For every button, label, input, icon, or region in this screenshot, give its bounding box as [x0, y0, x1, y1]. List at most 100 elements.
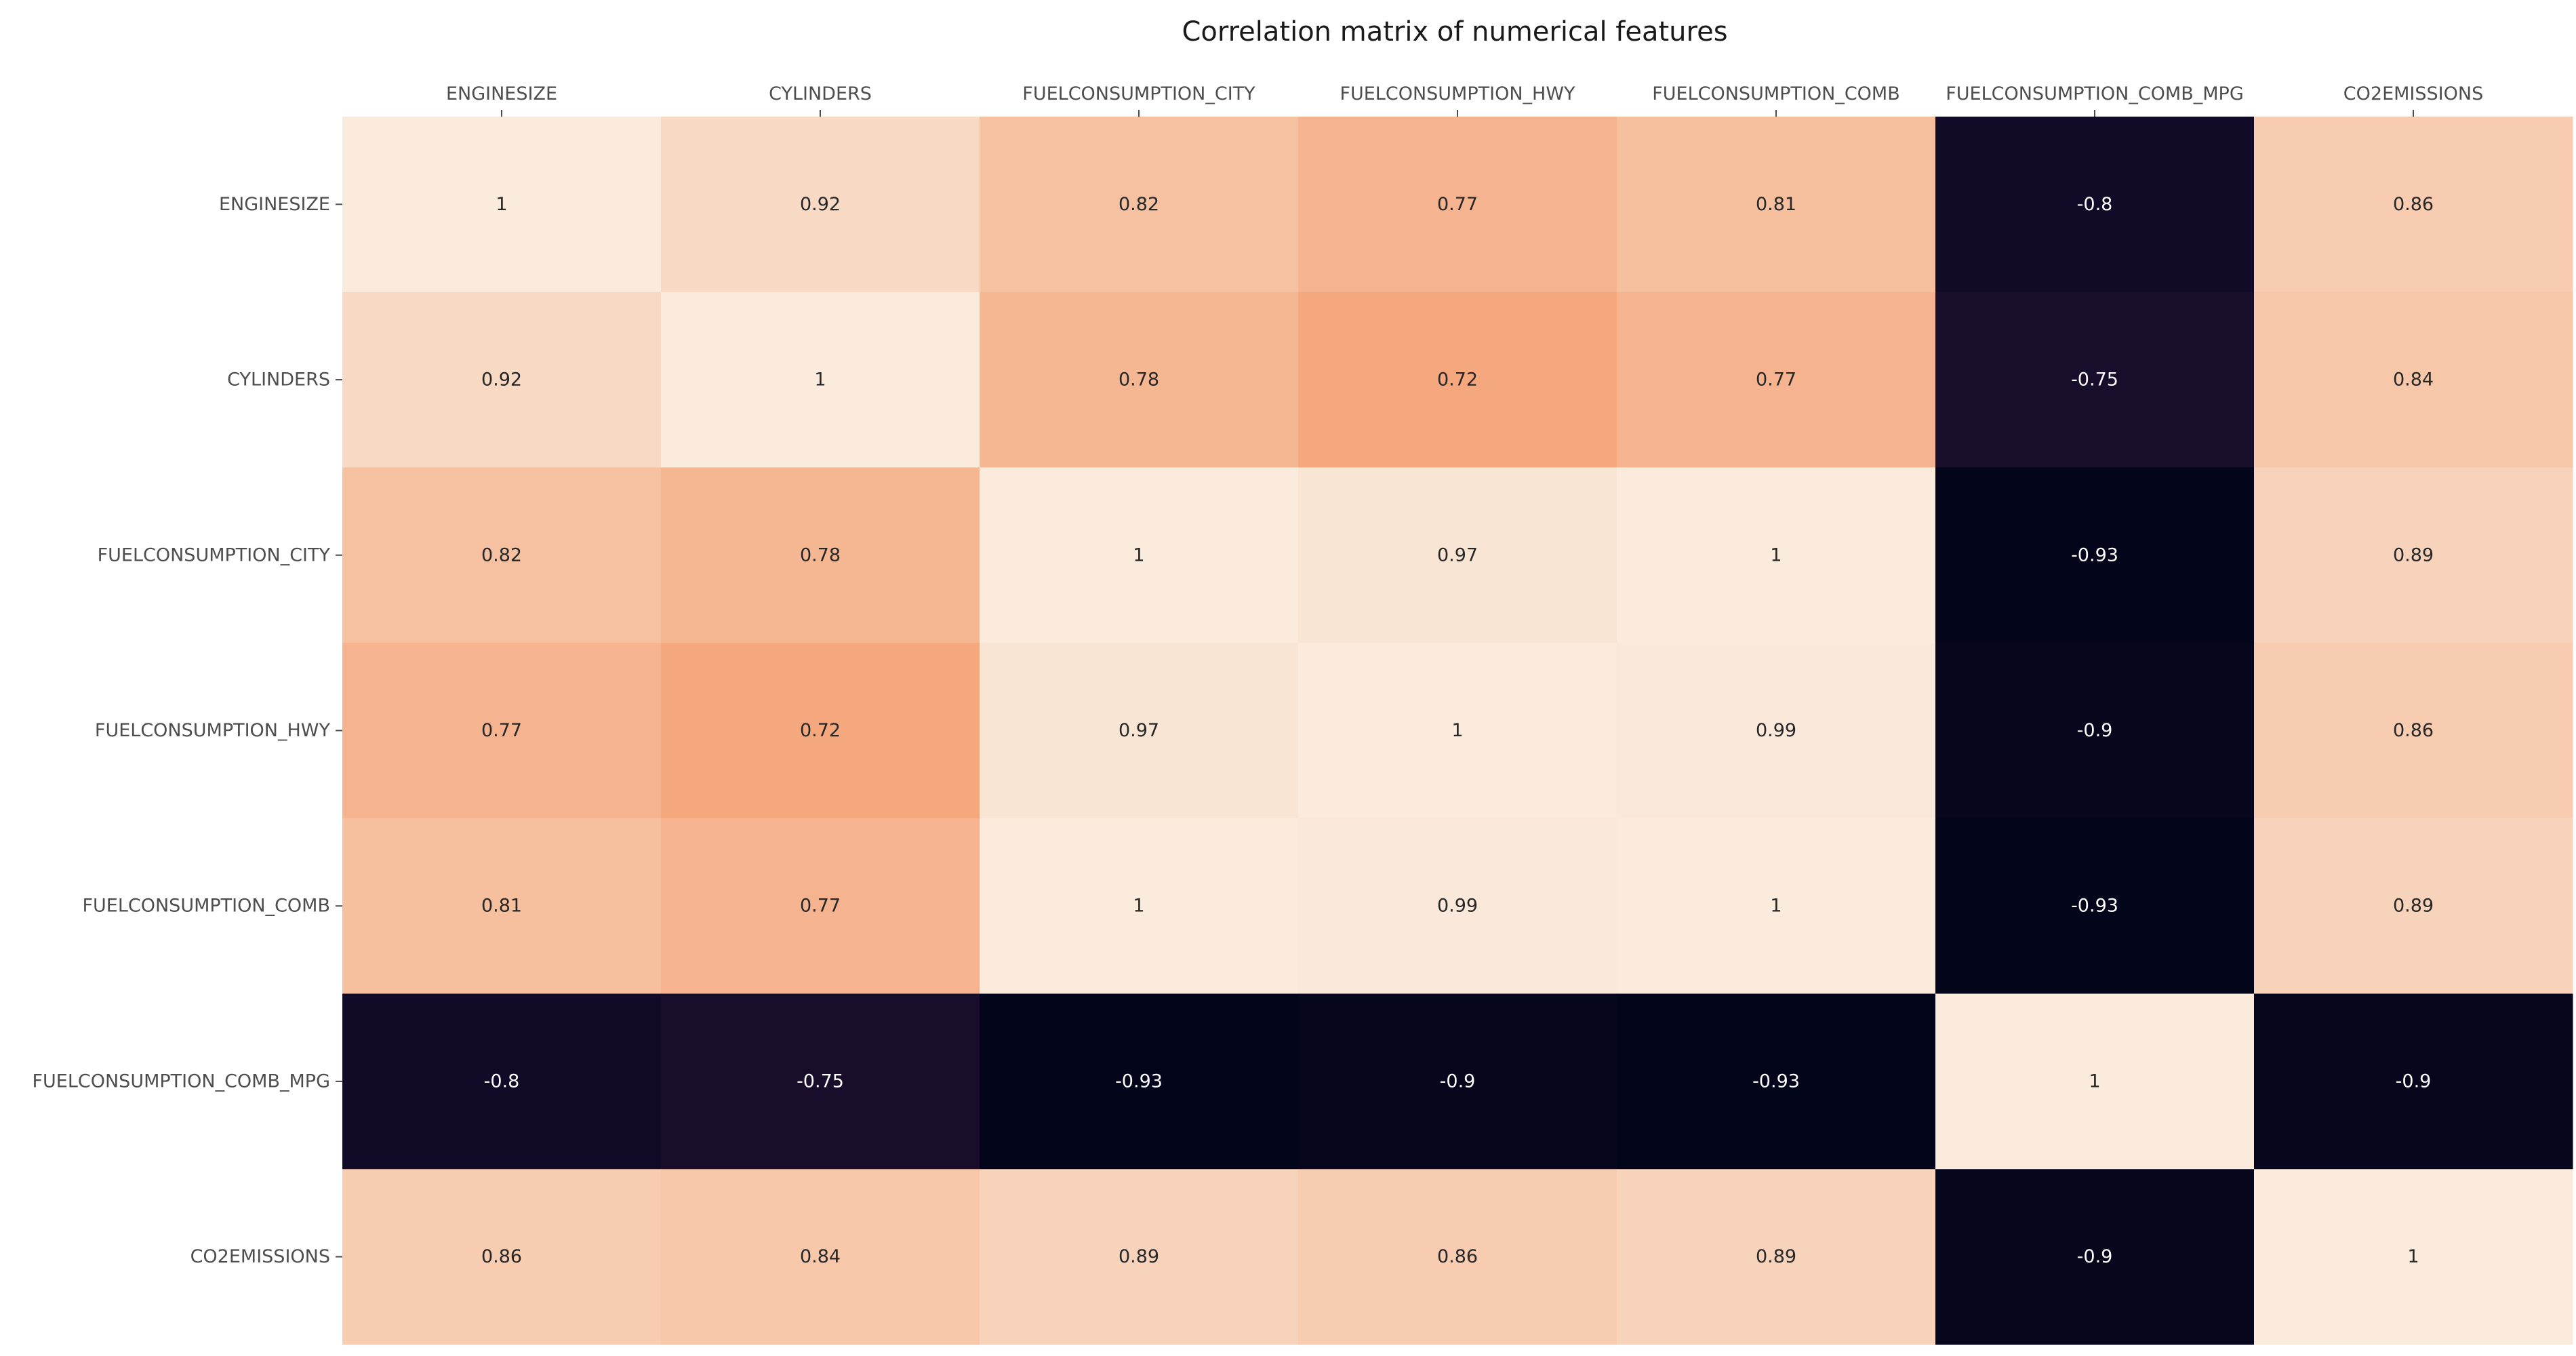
cell-value-label-r5-c4: -0.93: [1752, 1071, 1800, 1092]
cell-value-label-r6-c5: -0.9: [2077, 1246, 2113, 1267]
heatmap-cell-r3-c6: [2254, 643, 2573, 819]
cell-value-label-r4-c5: -0.93: [2071, 896, 2118, 917]
x-tick-label-cylinders: CYLINDERS: [769, 83, 872, 104]
cell-value-label-r2-c4: 1: [1770, 544, 1782, 565]
x-tick-label-fuelconsumption-hwy: FUELCONSUMPTION_HWY: [1340, 83, 1575, 104]
heatmap-cell-r6-c1: [661, 1169, 980, 1345]
heatmap-cell-r5-c5: [1935, 993, 2255, 1170]
cell-value-label-r0-c0: 1: [496, 194, 507, 215]
cell-value-label-r6-c6: 1: [2407, 1246, 2419, 1267]
heatmap-cell-r5-c1: [661, 993, 980, 1170]
heatmap-cell-r0-c6: [2254, 117, 2573, 293]
heatmap-cell-r1-c4: [1617, 292, 1936, 468]
heatmap-cell-r2-c1: [661, 467, 980, 643]
x-tick-label-fuelconsumption-comb: FUELCONSUMPTION_COMB: [1652, 83, 1900, 104]
y-tick-label-cylinders: CYLINDERS: [227, 370, 330, 391]
heatmap-cell-r3-c1: [661, 643, 980, 819]
heatmap-cell-r3-c0: [342, 643, 662, 819]
cell-value-label-r6-c4: 0.89: [1756, 1246, 1796, 1267]
cell-value-label-r6-c0: 0.86: [481, 1246, 522, 1267]
heatmap-cell-r0-c0: [342, 117, 662, 293]
heatmap-cell-r1-c1: [661, 292, 980, 468]
heatmap-cell-r1-c6: [2254, 292, 2573, 468]
cell-value-label-r3-c5: -0.9: [2077, 720, 2113, 741]
cell-value-label-r2-c2: 1: [1133, 544, 1144, 565]
cell-value-label-r3-c6: 0.86: [2393, 720, 2434, 741]
heatmap-cell-r6-c5: [1935, 1169, 2255, 1345]
cell-value-label-r5-c5: 1: [2089, 1071, 2100, 1092]
heatmap-cell-r4-c6: [2254, 818, 2573, 995]
cell-value-label-r4-c6: 0.89: [2393, 896, 2434, 917]
y-tick-label-co2emissions: CO2EMISSIONS: [190, 1246, 330, 1267]
y-tick-label-enginesize: ENGINESIZE: [219, 194, 330, 215]
heatmap-cell-r3-c3: [1298, 643, 1617, 819]
heatmap-cell-r5-c6: [2254, 993, 2573, 1170]
heatmap-cell-r2-c5: [1935, 467, 2255, 643]
heatmap-cell-r6-c6: [2254, 1169, 2573, 1345]
cell-value-label-r3-c0: 0.77: [481, 720, 522, 741]
cell-value-label-r0-c4: 0.81: [1756, 194, 1796, 215]
heatmap-cell-r0-c2: [980, 117, 1299, 293]
cell-value-label-r4-c2: 1: [1133, 896, 1144, 917]
heatmap-cell-r1-c0: [342, 292, 662, 468]
heatmap-cell-r4-c1: [661, 818, 980, 995]
heatmap-cell-r3-c5: [1935, 643, 2255, 819]
heatmap-cell-r4-c2: [980, 818, 1299, 995]
cell-value-label-r6-c1: 0.84: [800, 1246, 841, 1267]
cell-value-label-r4-c3: 0.99: [1437, 896, 1478, 917]
heatmap-cell-r6-c0: [342, 1169, 662, 1345]
cell-value-label-r5-c6: -0.9: [2396, 1071, 2432, 1092]
cell-value-label-r5-c1: -0.75: [797, 1071, 844, 1092]
heatmap-cell-r2-c6: [2254, 467, 2573, 643]
cell-value-label-r6-c2: 0.89: [1119, 1246, 1159, 1267]
y-tick-label-fuelconsumption-city: FUELCONSUMPTION_CITY: [98, 544, 331, 565]
cell-value-label-r6-c3: 0.86: [1437, 1246, 1478, 1267]
heatmap-cell-r6-c3: [1298, 1169, 1617, 1345]
cell-value-label-r1-c4: 0.77: [1756, 370, 1796, 391]
heatmap-cell-r2-c3: [1298, 467, 1617, 643]
cell-value-label-r3-c2: 0.97: [1119, 720, 1159, 741]
heatmap-cell-r4-c5: [1935, 818, 2255, 995]
cell-value-label-r2-c0: 0.82: [481, 544, 522, 565]
heatmap-cell-r5-c4: [1617, 993, 1936, 1170]
heatmap-cells: 1 0.92 0.82 0.77 0.81 -0.8 0.86 0.92 1 0.78 0.72 0.…: [342, 117, 2573, 1345]
y-tick-label-fuelconsumption-comb: FUELCONSUMPTION_COMB: [82, 896, 330, 917]
heatmap-cell-r6-c2: [980, 1169, 1299, 1345]
cell-value-label-r2-c5: -0.93: [2071, 544, 2118, 565]
heatmap-cell-r0-c4: [1617, 117, 1936, 293]
heatmap-cell-r5-c3: [1298, 993, 1617, 1170]
cell-value-label-r1-c3: 0.72: [1437, 370, 1478, 391]
cell-value-label-r0-c1: 0.92: [800, 194, 841, 215]
cell-value-label-r4-c4: 1: [1770, 896, 1782, 917]
heatmap-cell-r2-c2: [980, 467, 1299, 643]
cell-value-label-r0-c2: 0.82: [1119, 194, 1159, 215]
x-tick-label-fuelconsumption-city: FUELCONSUMPTION_CITY: [1022, 83, 1255, 104]
x-tick-label-fuelconsumption-comb-mpg: FUELCONSUMPTION_COMB_MPG: [1946, 83, 2244, 104]
cell-value-label-r2-c6: 0.89: [2393, 544, 2434, 565]
cell-value-label-r1-c2: 0.78: [1119, 370, 1159, 391]
cell-value-label-r5-c3: -0.9: [1440, 1071, 1476, 1092]
cell-value-label-r1-c5: -0.75: [2071, 370, 2118, 391]
heatmap-cell-r3-c2: [980, 643, 1299, 819]
x-axis-ticks: ENGINESIZE CYLINDERS FUELCONSUMPTION_CITY F…: [446, 83, 2483, 117]
cell-value-label-r1-c0: 0.92: [481, 370, 522, 391]
heatmap-cell-r0-c3: [1298, 117, 1617, 293]
x-tick-label-co2emissions: CO2EMISSIONS: [2343, 83, 2483, 104]
heatmap-cell-r2-c4: [1617, 467, 1936, 643]
heatmap-cell-r5-c0: [342, 993, 662, 1170]
heatmap-cell-r5-c2: [980, 993, 1299, 1170]
cell-value-label-r3-c4: 0.99: [1756, 720, 1796, 741]
heatmap-cell-r1-c3: [1298, 292, 1617, 468]
heatmap-cell-r0-c5: [1935, 117, 2255, 293]
heatmap-cell-r4-c4: [1617, 818, 1936, 995]
cell-value-label-r2-c1: 0.78: [800, 544, 841, 565]
heatmap-cell-r4-c0: [342, 818, 662, 995]
cell-value-label-r0-c3: 0.77: [1437, 194, 1478, 215]
chart-title: Correlation matrix of numerical features: [1182, 16, 1727, 47]
heatmap-cell-r1-c2: [980, 292, 1299, 468]
cell-value-label-r1-c1: 1: [814, 370, 826, 391]
cell-value-label-r4-c1: 0.77: [800, 896, 841, 917]
cell-value-label-r4-c0: 0.81: [481, 896, 522, 917]
cell-value-label-r5-c2: -0.93: [1115, 1071, 1163, 1092]
